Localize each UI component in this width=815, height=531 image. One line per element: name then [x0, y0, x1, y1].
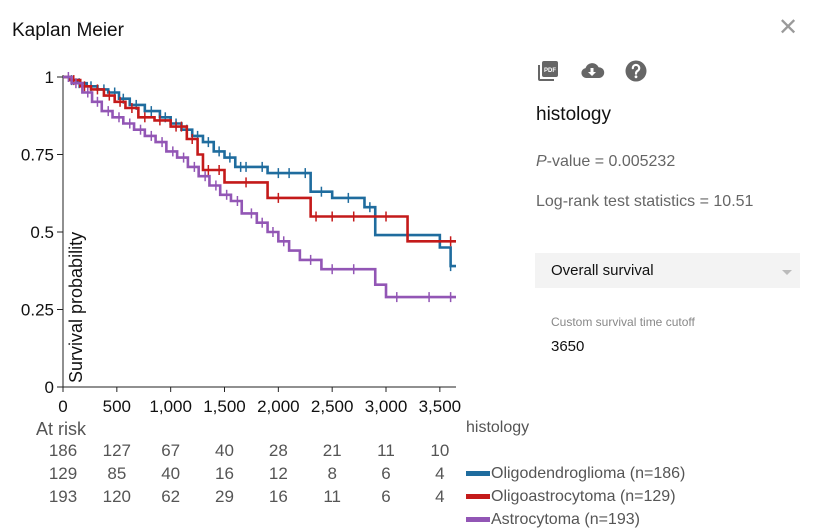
p-value-prefix: P: [536, 153, 547, 170]
legend-label: Oligodendroglioma (n=186): [491, 465, 686, 482]
survival-curve: [63, 75, 456, 268]
x-tick-label: 1,500: [203, 397, 246, 416]
at-risk-value: 21: [322, 441, 342, 460]
y-tick-label: 0.75: [21, 146, 54, 165]
x-tick-label: 2,500: [311, 397, 354, 416]
survival-curve: [63, 75, 456, 299]
at-risk-value: 11: [377, 441, 395, 460]
x-tick-label: 2,000: [257, 397, 300, 416]
y-axis-label: Survival probability: [66, 232, 86, 383]
at-risk-value: 11: [323, 487, 341, 506]
at-risk-value: 28: [268, 441, 288, 460]
cloud-download-icon[interactable]: [579, 59, 605, 83]
chevron-down-icon: [782, 270, 792, 275]
at-risk-value: 129: [48, 464, 78, 483]
x-tick-label: 3,000: [365, 397, 408, 416]
page-title: Kaplan Meier: [12, 20, 124, 41]
logrank-text: Log-rank test statistics = 10.51: [536, 193, 754, 210]
at-risk-value: 193: [48, 487, 78, 506]
at-risk-value: 62: [161, 487, 181, 506]
at-risk-value: 4: [435, 487, 445, 506]
x-tick-label: 1,000: [149, 397, 192, 416]
pdf-icon[interactable]: PDF: [536, 59, 560, 83]
at-risk-value: 6: [381, 464, 391, 483]
legend-title: histology: [466, 419, 530, 436]
survival-curve: [63, 75, 456, 243]
at-risk-value: 16: [215, 464, 234, 483]
at-risk-value: 85: [107, 464, 127, 483]
cutoff-input[interactable]: [548, 335, 754, 357]
legend-swatch: [466, 471, 490, 476]
legend-label: Astrocytoma (n=193): [491, 511, 640, 528]
x-tick-label: 3,500: [419, 397, 462, 416]
legend-swatch: [466, 517, 490, 522]
help-icon[interactable]: [624, 59, 648, 83]
at-risk-value: 10: [430, 441, 450, 460]
at-risk-value: 127: [102, 441, 132, 460]
close-icon[interactable]: ✕: [778, 14, 799, 41]
kaplan-meier-chart: 0 500 1,000 1,500 2,000 2,500 3,000 3,500 0 0.25 0…: [21, 68, 462, 416]
at-risk-value: 12: [268, 464, 288, 483]
y-tick-label: 0: [45, 378, 54, 397]
legend-swatch: [466, 494, 490, 499]
at-risk-value: 186: [48, 441, 78, 460]
at-risk-label: At risk: [36, 419, 87, 439]
y-tick-label: 1: [45, 68, 54, 87]
at-risk-value: 6: [381, 487, 391, 506]
cutoff-label: Custom survival time cutoff: [551, 315, 695, 329]
at-risk-value: 16: [268, 487, 288, 506]
y-tick-label: 0.25: [21, 301, 54, 320]
x-tick-label: 500: [103, 397, 131, 416]
x-tick-label: 0: [58, 397, 67, 416]
at-risk-value: 40: [215, 441, 234, 460]
p-value-text: P-value = 0.005232: [536, 153, 675, 171]
y-tick-label: 0.5: [30, 223, 54, 242]
at-risk-value: 40: [161, 464, 181, 483]
at-risk-value: 67: [161, 441, 181, 460]
survival-type-select[interactable]: Overall survival: [535, 253, 800, 288]
p-value-rest: -value = 0.005232: [546, 153, 676, 170]
pdf-icon-label: PDF: [544, 68, 556, 74]
at-risk-value: 120: [102, 487, 132, 506]
legend-label: Oligoastrocytoma (n=129): [491, 488, 676, 505]
at-risk-value: 4: [435, 464, 445, 483]
at-risk-value: 29: [215, 487, 234, 506]
at-risk-value: 8: [327, 464, 337, 483]
survival-type-value: Overall survival: [551, 262, 654, 279]
group-heading: histology: [536, 104, 611, 125]
